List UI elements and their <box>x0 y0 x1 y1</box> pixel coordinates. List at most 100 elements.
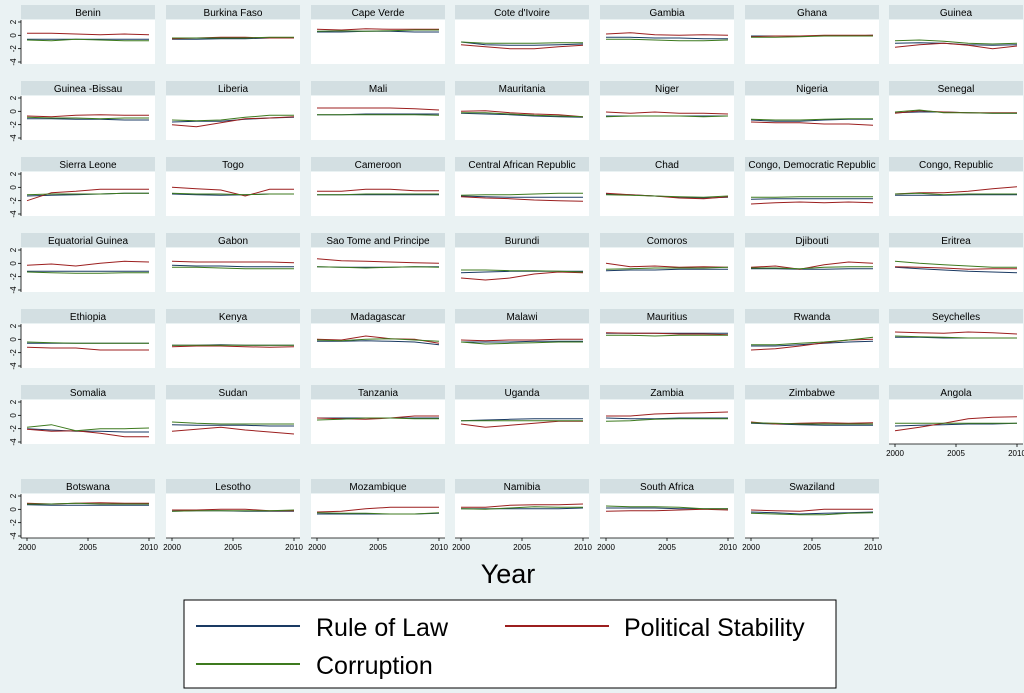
panel-title: Guinea -Bissau <box>54 84 122 95</box>
series-line-rule-of-law <box>460 195 583 198</box>
panel-title-strip <box>311 233 445 247</box>
y-tick-label: 2 <box>9 19 18 24</box>
panel-title: Rwanda <box>794 312 831 323</box>
series-line-political-stability <box>750 508 873 512</box>
panel-namibia: Namibia 2000 2005 2010 <box>452 479 592 552</box>
panel-eritrea: Eritrea <box>889 233 1023 292</box>
plot-area <box>745 172 879 216</box>
panel-title: Uganda <box>504 388 539 399</box>
panel-mauritania: Mauritania <box>455 81 589 140</box>
panel-title: Botswana <box>66 482 110 493</box>
series-line-political-stability <box>605 111 729 115</box>
series-line-corruption <box>460 192 583 196</box>
series-line-political-stability <box>460 110 584 118</box>
series-line-political-stability <box>26 428 149 438</box>
panel-title-strip <box>889 157 1023 171</box>
panel-title-strip <box>21 81 155 95</box>
panel-title: Madagascar <box>350 312 406 323</box>
series-line-political-stability <box>750 261 874 270</box>
series-line-rule-of-law <box>460 41 584 46</box>
plot-area <box>889 324 1023 368</box>
plot-area <box>889 248 1023 292</box>
panel-title: Malawi <box>506 312 537 323</box>
series-line-political-stability <box>605 508 729 512</box>
x-tick-label: 2005 <box>224 543 242 552</box>
panel-malawi: Malawi <box>455 309 589 368</box>
series-line-political-stability <box>750 201 874 205</box>
series-line-corruption <box>606 38 729 42</box>
panel-gambia: Gambia <box>600 5 734 64</box>
panel-title-strip <box>600 309 734 323</box>
legend-label-corruption: Corruption <box>316 652 433 680</box>
panel-title: Equatorial Guinea <box>48 236 128 247</box>
x-tick-label: 2000 <box>742 543 760 552</box>
series-line-political-stability <box>316 28 439 31</box>
panel-title-strip <box>166 81 300 95</box>
series-line-corruption <box>171 192 294 196</box>
panel-title: Sudan <box>219 388 248 399</box>
plot-area <box>21 494 155 538</box>
legend: Rule of Law Political Stability Corrupti… <box>183 599 837 689</box>
legend-label-political-stability: Political Stability <box>624 614 805 642</box>
y-tick-label: -4 <box>9 286 18 294</box>
series-line-political-stability <box>26 260 150 267</box>
panel-title-strip <box>311 5 445 19</box>
y-tick-label: 2 <box>9 399 18 404</box>
panel-south-africa: South Africa 2000 2005 2010 <box>597 479 737 552</box>
plot-area <box>745 400 879 444</box>
panel-title: South Africa <box>640 482 694 493</box>
x-tick-label: 2000 <box>308 543 326 552</box>
y-tick-label: -4 <box>9 134 18 142</box>
panel-title: Zimbabwe <box>789 388 836 399</box>
panel-mali: Mali <box>311 81 445 140</box>
x-tick-label: 2005 <box>79 543 97 552</box>
series-line-political-stability <box>894 416 1018 432</box>
panel-mozambique: Mozambique 2000 2005 2010 <box>308 479 448 552</box>
plot-area <box>166 400 300 444</box>
y-tick-label: 2 <box>9 171 18 176</box>
panel-ghana: Ghana <box>745 5 879 64</box>
x-tick-label: 2010 <box>574 543 592 552</box>
y-tick-label: -2 <box>9 273 18 281</box>
panel-title: Comoros <box>647 236 688 247</box>
series-line-rule-of-law <box>605 417 728 420</box>
panel-title-strip <box>311 157 445 171</box>
panel-title-strip <box>600 385 734 399</box>
legend-box <box>183 599 837 689</box>
x-tick-label: 2005 <box>803 543 821 552</box>
series-line-corruption <box>460 341 583 345</box>
panel-title-strip <box>745 385 879 399</box>
panel-cameroon: Cameroon <box>311 157 445 216</box>
plot-area <box>600 400 734 444</box>
plot-area <box>600 20 734 64</box>
y-tick-label: 2 <box>9 493 18 498</box>
series-line-corruption <box>171 114 294 122</box>
series-line-political-stability <box>894 331 1018 335</box>
plot-area <box>745 96 879 140</box>
series-line-corruption <box>316 338 440 342</box>
panel-somalia: Somalia 2 0 -2 -4 <box>9 385 155 446</box>
plot-area <box>600 324 734 368</box>
plot-area <box>21 400 155 444</box>
x-tick-label: 2010 <box>285 543 303 552</box>
panel-title-strip <box>455 81 589 95</box>
panel-burkina-faso: Burkina Faso <box>166 5 300 64</box>
panel-title: Gabon <box>218 236 248 247</box>
panel-title: Togo <box>222 160 244 171</box>
y-tick-label: -2 <box>9 349 18 357</box>
series-line-political-stability <box>605 32 729 36</box>
panel-benin: Benin 2 0 -2 -4 <box>9 5 155 66</box>
panel-title: Ghana <box>797 8 827 19</box>
series-line-political-stability <box>26 114 149 118</box>
panel-rwanda: Rwanda <box>745 309 879 368</box>
plot-area <box>21 324 155 368</box>
x-tick-label: 2005 <box>658 543 676 552</box>
series-line-rule-of-law <box>460 112 584 118</box>
panel-title-strip <box>166 309 300 323</box>
panel-angola: Angola 2000 2005 2010 <box>886 385 1024 458</box>
x-tick-label: 2005 <box>369 543 387 552</box>
y-tick-label: -2 <box>9 121 18 129</box>
panel-title: Benin <box>75 8 101 19</box>
panel-title-strip <box>21 5 155 19</box>
